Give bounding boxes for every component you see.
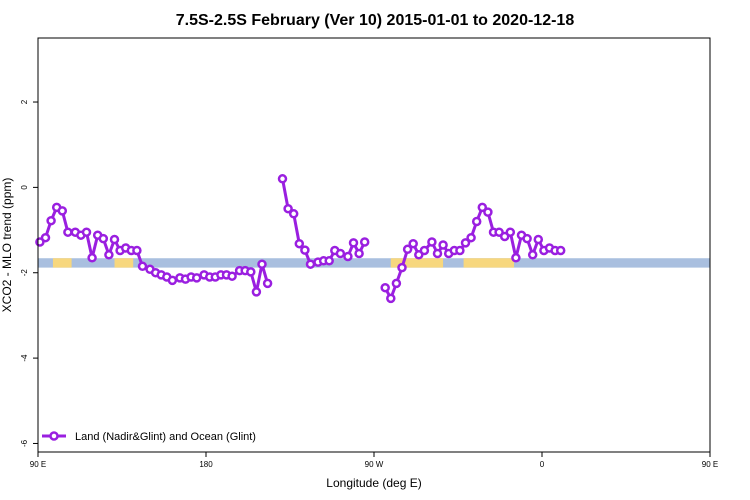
data-point <box>555 245 566 256</box>
data-point <box>511 253 521 263</box>
data-point <box>477 202 488 213</box>
data-point <box>324 256 334 266</box>
data-point <box>505 227 516 237</box>
data-point <box>533 234 544 245</box>
y-tick-label: -6 <box>20 439 29 447</box>
land-segment <box>52 258 72 268</box>
data-point <box>288 209 299 219</box>
data-point <box>348 238 359 248</box>
y-tick-label: 2 <box>20 99 29 104</box>
legend-marker-swatch <box>49 431 59 441</box>
data-point <box>427 237 437 247</box>
data-series <box>35 174 566 304</box>
data-point <box>104 250 114 260</box>
land-segment <box>463 258 514 268</box>
data-point <box>522 233 532 244</box>
x-tick-label: 90 W <box>365 460 384 469</box>
x-tick-label: 90 E <box>702 460 718 469</box>
data-point <box>527 250 538 260</box>
data-point <box>167 275 178 286</box>
axes: 90 E 180 90 W 0 90 E 2 0 -2 -4 -6 <box>20 99 718 469</box>
data-point <box>46 215 56 226</box>
data-point <box>343 251 353 262</box>
data-point <box>397 262 407 273</box>
data-point <box>246 267 256 277</box>
y-axis-label: XCO2 - MLO trend (ppm) <box>0 178 14 313</box>
land-segment <box>390 258 444 268</box>
y-tick-label: 0 <box>20 185 29 190</box>
data-point <box>87 253 97 263</box>
data-point <box>262 278 273 289</box>
data-point <box>305 259 316 269</box>
data-point <box>455 245 465 256</box>
data-point <box>257 259 267 269</box>
data-point <box>63 227 73 237</box>
chart-title: 7.5S-2.5S February (Ver 10) 2015-01-01 t… <box>176 12 575 29</box>
data-point <box>359 237 370 247</box>
data-point <box>408 238 418 249</box>
data-point <box>438 240 448 250</box>
legend: Land (Nadir&Glint) and Ocean (Glint) <box>42 431 256 443</box>
data-point <box>466 232 476 243</box>
x-tick-label: 180 <box>199 460 213 469</box>
data-point <box>132 245 142 256</box>
land-segment <box>114 258 134 268</box>
data-point <box>391 278 402 289</box>
data-point <box>402 244 413 255</box>
data-point <box>57 206 68 216</box>
data-point <box>460 238 471 248</box>
data-point <box>109 234 120 245</box>
data-point <box>483 207 493 217</box>
data-point <box>227 271 237 281</box>
data-point <box>40 232 51 243</box>
data-point <box>354 248 364 259</box>
y-tick-label: -2 <box>20 269 29 277</box>
data-point <box>98 233 109 244</box>
ocean-band <box>38 258 710 268</box>
x-tick-label: 90 E <box>30 460 46 469</box>
x-axis-label: Longitude (deg E) <box>326 476 421 490</box>
data-point <box>419 245 430 256</box>
data-point <box>335 248 346 259</box>
data-point <box>277 174 288 184</box>
data-point <box>137 261 148 272</box>
y-tick-label: -4 <box>20 354 29 362</box>
data-point <box>380 282 390 293</box>
data-point <box>471 216 482 227</box>
x-tick-label: 0 <box>540 460 545 469</box>
surface-band <box>38 258 710 268</box>
data-point <box>386 293 396 304</box>
data-point <box>300 245 310 255</box>
data-point <box>432 248 443 259</box>
data-point <box>294 238 305 249</box>
data-point <box>251 287 262 297</box>
legend-label: Land (Nadir&Glint) and Ocean (Glint) <box>75 431 256 443</box>
data-point <box>191 273 202 283</box>
data-point <box>81 227 92 237</box>
data-point <box>283 203 293 214</box>
